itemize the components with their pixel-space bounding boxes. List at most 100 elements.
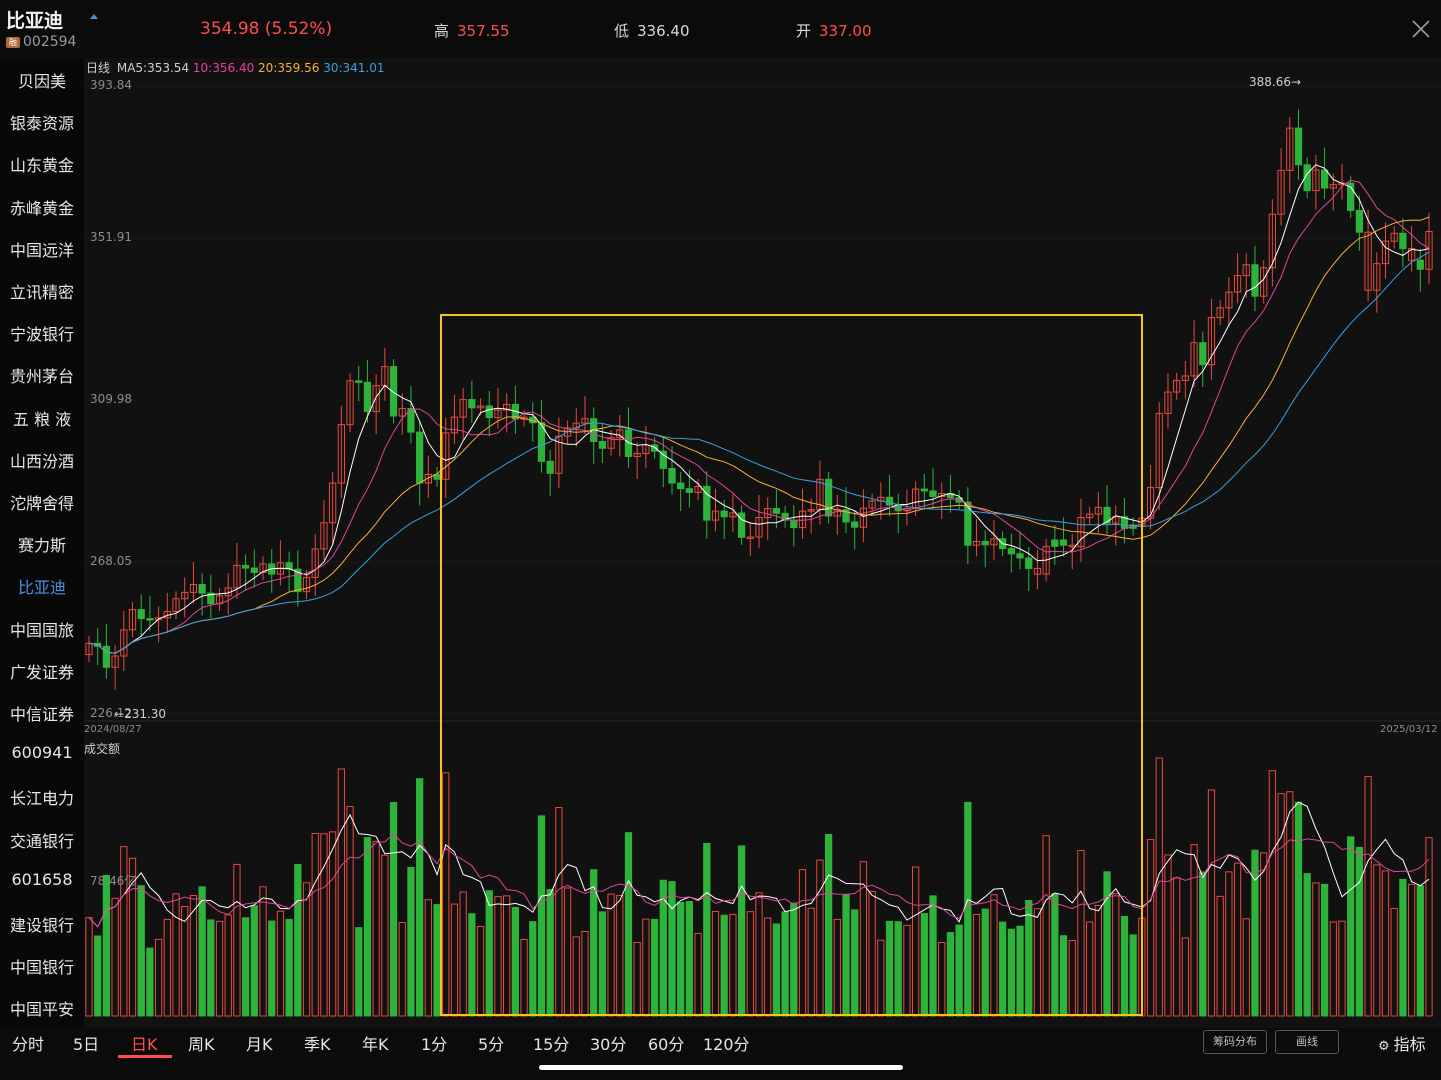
watchlist-item[interactable]: 中国国旅: [9, 620, 74, 640]
watchlist-item[interactable]: 山东黄金: [9, 156, 74, 176]
volume-bar: [1294, 801, 1303, 1017]
period-tab[interactable]: 月K: [246, 1035, 273, 1054]
period-tab[interactable]: 日K: [131, 1035, 158, 1054]
watchlist-item[interactable]: 立讯精密: [9, 283, 74, 302]
close-icon[interactable]: [1410, 18, 1432, 40]
watchlist-item[interactable]: 中国银行: [9, 958, 74, 978]
candle-body: [650, 444, 659, 452]
watchlist-item[interactable]: 比亚迪: [17, 578, 66, 598]
volume-bar: [868, 890, 876, 1017]
period-tab[interactable]: 120分: [703, 1035, 750, 1054]
margin-trading-badge: 融: [6, 36, 20, 48]
volume-bar: [102, 874, 111, 1017]
volume-bar: [189, 895, 198, 1017]
volume-bar: [703, 842, 711, 1017]
ma5-line: [88, 164, 1430, 654]
candle-body: [389, 366, 398, 417]
candle-body: [198, 584, 206, 594]
watchlist-item[interactable]: 中国平安: [9, 1000, 74, 1020]
candle-body: [346, 380, 354, 426]
watchlist-item[interactable]: 赤峰黄金: [9, 198, 74, 218]
watchlist-item[interactable]: 赛力斯: [17, 536, 66, 556]
highlight-box: [440, 314, 1143, 1016]
volume-bar: [1086, 921, 1094, 1017]
candle-body: [1086, 513, 1094, 518]
candle-body: [494, 409, 502, 419]
home-indicator: [539, 1065, 903, 1070]
kline-chart[interactable]: 日线 MA5:353.54 10:356.40 20:359.56 30:341…: [84, 58, 1441, 1028]
watchlist-item[interactable]: 601658: [11, 869, 73, 889]
caret-up-icon[interactable]: [90, 14, 98, 19]
watchlist-item[interactable]: 贵州茅台: [9, 367, 74, 387]
candle-body: [207, 592, 215, 605]
max-price-value: 388.66: [1249, 75, 1291, 89]
watchlist-item[interactable]: 中国远洋: [9, 240, 74, 260]
volume-bar: [1364, 776, 1372, 1017]
period-tab[interactable]: 30分: [590, 1035, 627, 1054]
watchlist-item[interactable]: 建设银行: [9, 916, 74, 935]
period-tab[interactable]: 1分: [421, 1035, 448, 1054]
high-price: 高 357.55: [434, 20, 510, 41]
volume-bar: [824, 833, 833, 1017]
volume-bar: [938, 941, 946, 1017]
candle-body: [363, 381, 372, 413]
indicator-button[interactable]: ⚙ 指标: [1378, 1031, 1426, 1055]
period-tab[interactable]: 5分: [478, 1035, 505, 1054]
watchlist-item[interactable]: 交通银行: [9, 831, 74, 851]
stock-name[interactable]: 比亚迪: [6, 10, 64, 32]
volume-bar: [1286, 791, 1294, 1017]
candle-body: [1277, 169, 1285, 215]
watchlist-item[interactable]: 贝因美: [17, 72, 66, 91]
volume-bar: [607, 893, 615, 1017]
volume-bar: [685, 901, 694, 1017]
watchlist-item[interactable]: 长江电力: [9, 789, 74, 809]
watchlist-item[interactable]: 中信证券: [9, 705, 74, 724]
candle-body: [859, 507, 868, 528]
watchlist-item[interactable]: 银泰资源: [9, 114, 74, 134]
volume-bar: [1338, 920, 1346, 1017]
low-value: 336.40: [637, 22, 690, 40]
period-tab[interactable]: 分时: [12, 1035, 45, 1054]
period-tab[interactable]: 60分: [648, 1035, 685, 1054]
candle-body: [1094, 506, 1102, 515]
candle-body: [459, 399, 467, 418]
period-tab[interactable]: 15分: [533, 1035, 570, 1054]
watchlist-item[interactable]: 宁波银行: [9, 325, 74, 345]
candle-body: [241, 564, 250, 569]
volume-bar: [1320, 883, 1329, 1017]
candle-body: [372, 385, 380, 413]
start-date: 2024/08/27: [84, 724, 142, 735]
volume-bar: [581, 931, 589, 1017]
volume-bar: [1042, 835, 1050, 1017]
draw-line-button[interactable]: 画线: [1275, 1030, 1339, 1054]
volume-bar: [720, 914, 728, 1017]
period-tab[interactable]: 年K: [362, 1035, 389, 1054]
period-tab[interactable]: 季K: [304, 1035, 331, 1054]
volume-bar: [624, 832, 633, 1017]
period-tab[interactable]: 5日: [73, 1035, 100, 1054]
volume-bar: [1007, 928, 1015, 1017]
volume-bar: [1025, 900, 1033, 1017]
candle-body: [1286, 127, 1294, 171]
volume-bar: [329, 831, 337, 1017]
candle-body: [450, 416, 459, 434]
candle-body: [1199, 342, 1207, 366]
volume-bar: [1016, 925, 1024, 1017]
watchlist-item[interactable]: 600941: [11, 743, 73, 763]
watchlist-item[interactable]: 广发证券: [9, 662, 74, 682]
candle-body: [616, 429, 624, 439]
watchlist-item[interactable]: 五 粮 液: [12, 409, 72, 429]
price-axis-label: 226.12: [90, 706, 132, 720]
period-tab[interactable]: 周K: [188, 1035, 215, 1054]
chip-distribution-button[interactable]: 筹码分布: [1203, 1030, 1267, 1054]
volume-bar: [459, 891, 467, 1017]
low-price: 低 336.40: [614, 20, 690, 41]
watchlist-item[interactable]: 山西汾酒: [9, 451, 74, 471]
candle-body: [355, 380, 363, 383]
watchlist-item[interactable]: 沱牌舍得: [9, 494, 74, 513]
candle-body: [807, 509, 815, 512]
candle-body: [851, 521, 859, 528]
candle-body: [1381, 240, 1390, 265]
kline-chart-svg[interactable]: [84, 58, 1441, 1028]
price-axis-label: 351.91: [90, 230, 132, 244]
